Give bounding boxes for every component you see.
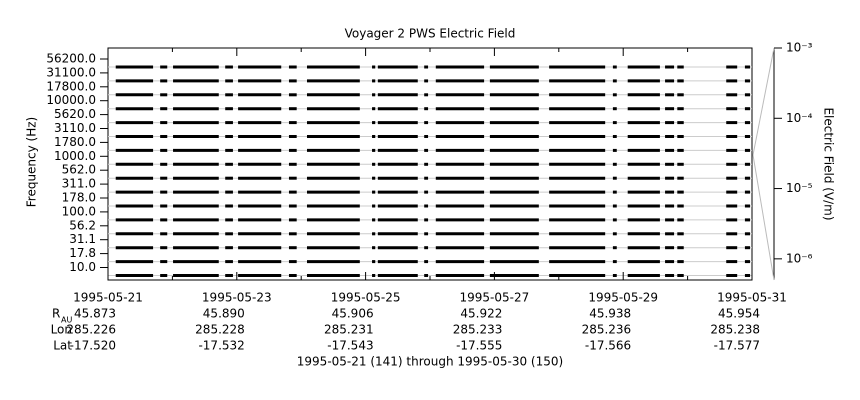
footer: 1995-05-21 (141) through 1995-05-30 (150…: [297, 355, 563, 369]
ephemeris-value: -17.555: [456, 339, 502, 353]
ephemeris-value: -17.520: [70, 339, 116, 353]
y-tick-label: 31100.0: [46, 65, 96, 79]
ephemeris-value: 285.233: [453, 323, 503, 337]
colorbar-connector: [752, 47, 775, 156]
ephemeris-value: 45.906: [332, 307, 374, 321]
y-tick-label: 17800.0: [46, 79, 96, 93]
chart-title: Voyager 2 PWS Electric Field: [345, 27, 516, 41]
y-tick-label: 562.0: [62, 163, 96, 177]
y2-tick-label: 10⁻⁴: [786, 111, 813, 125]
y2-tick-label: 10⁻³: [786, 41, 813, 55]
y-tick-label: 17.8: [69, 246, 96, 260]
ephemeris-value: 45.938: [589, 307, 631, 321]
ephemeris-value: 285.236: [582, 323, 632, 337]
ephemeris-value: -17.532: [198, 339, 244, 353]
y-tick-label: 10000.0: [46, 93, 96, 107]
ephemeris-value: -17.566: [585, 339, 631, 353]
ephemeris-value: -17.543: [327, 339, 373, 353]
ephemeris-value: 45.954: [718, 307, 760, 321]
x-tick-label: 1995-05-25: [331, 291, 401, 305]
y2-tick-label: 10⁻⁶: [786, 251, 813, 265]
x-tick-label: 1995-05-29: [588, 291, 658, 305]
x-tick-label: 1995-05-21: [73, 291, 143, 305]
x-tick-label: 1995-05-31: [717, 291, 787, 305]
ephemeris-subscript: AU: [61, 316, 72, 325]
y-tick-label: 3110.0: [54, 121, 96, 135]
y-tick-label: 1780.0: [54, 135, 96, 149]
y2-tick-label: 10⁻⁵: [786, 181, 813, 195]
y-tick-label: 311.0: [62, 177, 96, 191]
y-tick-label: 5620.0: [54, 107, 96, 121]
y-tick-label: 56200.0: [46, 52, 96, 66]
y-tick-label: 100.0: [62, 204, 96, 218]
y-tick-label: 178.0: [62, 191, 96, 205]
ephemeris-value: 285.238: [710, 323, 760, 337]
ephemeris-value: 285.231: [324, 323, 374, 337]
y2-axis-label: Electric Field (V/m): [822, 107, 836, 220]
ephemeris-value: 45.922: [460, 307, 502, 321]
ephemeris-value: -17.577: [714, 339, 760, 353]
x-tick-label: 1995-05-23: [202, 291, 272, 305]
ephemeris-value: 285.226: [66, 323, 116, 337]
ephemeris-value: 45.873: [74, 307, 116, 321]
x-tick-label: 1995-05-27: [460, 291, 530, 305]
ephemeris-label: R: [52, 307, 60, 321]
ephemeris-label: Lat: [53, 339, 72, 353]
ephemeris-value: 285.228: [195, 323, 245, 337]
y-axis-label: Frequency (Hz): [25, 117, 39, 208]
y-tick-label: 56.2: [69, 218, 96, 232]
ephemeris-value: 45.890: [203, 307, 245, 321]
y-tick-label: 10.0: [69, 260, 96, 274]
y-tick-label: 1000.0: [54, 149, 96, 163]
colorbar-connector: [752, 154, 775, 281]
y-tick-label: 31.1: [69, 232, 96, 246]
ephemeris-label: Lon: [51, 323, 72, 337]
